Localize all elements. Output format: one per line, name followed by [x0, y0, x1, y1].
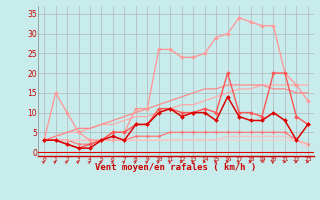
X-axis label: Vent moyen/en rafales ( km/h ): Vent moyen/en rafales ( km/h ): [95, 163, 257, 172]
